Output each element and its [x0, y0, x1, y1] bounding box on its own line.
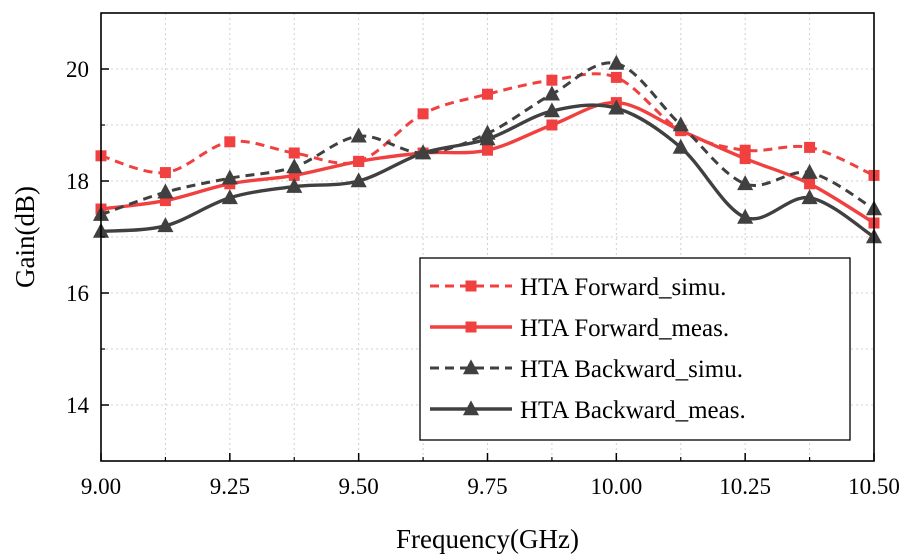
- x-tick-label: 9.00: [81, 474, 121, 499]
- y-tick-label: 18: [66, 169, 89, 194]
- data-point: [804, 141, 816, 153]
- data-point: [288, 147, 300, 159]
- legend-marker: [465, 280, 477, 292]
- y-axis-title: Gain(dB): [10, 186, 40, 288]
- data-point: [159, 195, 171, 207]
- x-tick-label: 9.50: [339, 474, 379, 499]
- x-tick-label: 10.25: [719, 474, 771, 499]
- y-tick-label: 20: [66, 57, 89, 82]
- data-point: [739, 153, 751, 165]
- data-point: [482, 144, 493, 156]
- data-point: [286, 177, 303, 193]
- legend-label: HTA Backward_simu.: [520, 356, 743, 383]
- y-tick-label: 14: [66, 393, 90, 418]
- legend-label: HTA Forward_meas.: [520, 315, 729, 342]
- legend-marker: [465, 321, 477, 333]
- x-tick-label: 10.00: [590, 474, 642, 499]
- data-point: [224, 136, 236, 148]
- data-point: [288, 169, 300, 181]
- data-point: [415, 144, 432, 160]
- data-point: [737, 208, 754, 224]
- data-point: [543, 85, 560, 101]
- x-tick-label: 9.25: [210, 474, 250, 499]
- data-point: [801, 163, 818, 179]
- data-point: [350, 127, 367, 143]
- data-point: [159, 167, 171, 179]
- data-point: [608, 54, 625, 70]
- legend-marker: [462, 400, 480, 416]
- data-point: [804, 178, 816, 190]
- legend-label: HTA Backward_meas.: [520, 397, 746, 424]
- data-point: [417, 108, 429, 120]
- data-point: [610, 71, 622, 83]
- data-point: [221, 189, 238, 205]
- data-point: [157, 217, 174, 233]
- data-point: [353, 155, 365, 167]
- x-tick-label: 10.50: [848, 474, 900, 499]
- data-point: [543, 102, 560, 118]
- data-point: [350, 172, 367, 188]
- y-tick-label: 16: [66, 281, 89, 306]
- legend-marker: [462, 359, 480, 375]
- data-point: [286, 158, 303, 174]
- data-point: [482, 88, 493, 100]
- data-point: [739, 144, 751, 156]
- axis-ticks: 9.00 9.25 9.50 9.75 10.00 10.25 10.50 14 16 18 20: [66, 57, 900, 499]
- x-axis-title: Frequency(GHz): [396, 524, 579, 554]
- data-point: [672, 116, 689, 132]
- data-point: [672, 138, 689, 154]
- data-point: [608, 99, 625, 115]
- data-point: [546, 74, 558, 86]
- x-tick-label: 9.75: [467, 474, 507, 499]
- legend-label: HTA Forward_simu.: [520, 274, 726, 301]
- data-point: [157, 183, 174, 199]
- data-point: [801, 189, 818, 205]
- data-point: [546, 119, 558, 131]
- series-3: [92, 99, 883, 244]
- data-point: [221, 169, 238, 185]
- data-point: [479, 130, 496, 146]
- data-point: [737, 175, 754, 191]
- legend: HTA Forward_simu. HTA Forward_meas. HTA Ba…: [419, 257, 851, 441]
